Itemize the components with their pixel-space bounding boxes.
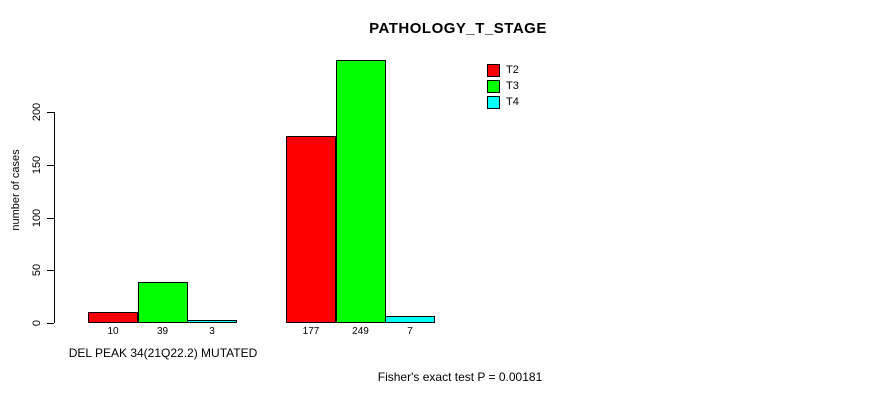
legend-label-t3: T3 [506,80,519,92]
y-tick-mark [47,112,54,113]
bar-t3-group1 [137,282,188,323]
y-axis-label: number of cases [10,149,22,231]
y-tick-label: 100 [31,208,43,228]
y-tick-mark [47,323,54,324]
y-tick-label: 150 [31,155,43,175]
bar-value-label: 7 [407,326,413,337]
bar-value-label: 177 [302,326,320,337]
bar-t2-group1 [88,312,138,323]
bar-t4-group2 [385,316,435,323]
y-tick-mark [47,218,54,219]
legend-swatch-t2 [487,64,500,77]
y-tick-label: 50 [31,263,43,277]
bar-t4-group1 [187,320,237,323]
bar-value-label: 10 [107,326,119,337]
legend-swatch-t3 [487,80,500,93]
bar-t3-group2 [335,60,386,323]
bar-value-label: 3 [209,326,215,337]
legend-row-t3: T3 [487,80,519,93]
y-tick-mark [47,270,54,271]
y-axis-line [54,112,55,323]
y-tick-mark [47,165,54,166]
annotation-text: Fisher's exact test P = 0.00181 [377,370,543,384]
bar-t2-group2 [286,136,336,323]
bar-value-label: 39 [156,326,169,337]
legend: T2 T3 T4 [487,64,519,112]
legend-row-t2: T2 [487,64,519,77]
y-tick-label: 0 [31,319,43,327]
chart-title: PATHOLOGY_T_STAGE [369,20,547,37]
x-group-label: DEL PEAK 34(21Q22.2) MUTATED [68,346,258,360]
y-tick-label: 200 [31,102,43,122]
bar-value-label: 249 [352,326,369,337]
legend-row-t4: T4 [487,96,519,109]
legend-label-t2: T2 [506,64,519,76]
legend-swatch-t4 [487,96,500,109]
legend-label-t4: T4 [506,96,519,108]
